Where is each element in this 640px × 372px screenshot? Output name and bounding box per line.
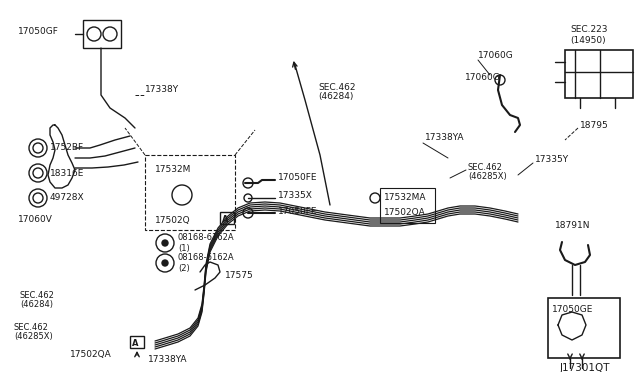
Text: A: A — [222, 215, 228, 224]
Circle shape — [162, 260, 168, 266]
Text: 17050GF: 17050GF — [18, 28, 59, 36]
Text: SEC.462: SEC.462 — [468, 164, 503, 173]
Text: 08168-6162A: 08168-6162A — [178, 234, 235, 243]
Text: 17502QA: 17502QA — [384, 208, 426, 218]
Text: 17338YA: 17338YA — [148, 356, 188, 365]
Text: 08168-6162A: 08168-6162A — [178, 253, 235, 263]
Bar — [83, 20, 121, 48]
Text: 17335X: 17335X — [278, 192, 313, 201]
Bar — [548, 298, 620, 358]
Bar — [565, 50, 633, 98]
Text: 1752BF: 1752BF — [50, 144, 84, 153]
Text: 17532MA: 17532MA — [384, 193, 426, 202]
Text: (46285X): (46285X) — [468, 173, 507, 182]
Bar — [145, 155, 235, 230]
Text: 49728X: 49728X — [50, 193, 84, 202]
Text: (46284): (46284) — [318, 93, 353, 102]
Text: 17050GE: 17050GE — [552, 305, 593, 314]
Text: SEC.462: SEC.462 — [20, 291, 55, 299]
Text: (1): (1) — [178, 244, 189, 253]
Text: 17050FE: 17050FE — [278, 173, 317, 183]
Text: SEC.462: SEC.462 — [14, 324, 49, 333]
Text: (2): (2) — [178, 263, 189, 273]
Text: SEC.223: SEC.223 — [570, 26, 607, 35]
Text: SEC.462: SEC.462 — [318, 83, 355, 93]
Text: J17301QT: J17301QT — [560, 363, 611, 372]
Text: 17575: 17575 — [225, 270, 253, 279]
Text: 17338YA: 17338YA — [425, 134, 465, 142]
Text: 17060G: 17060G — [478, 51, 514, 60]
Text: 17060V: 17060V — [18, 215, 53, 224]
Text: 17532M: 17532M — [155, 166, 191, 174]
Text: 18795: 18795 — [580, 121, 609, 129]
Text: 18316E: 18316E — [50, 169, 84, 177]
Text: (14950): (14950) — [570, 35, 605, 45]
Text: 17502Q: 17502Q — [155, 215, 191, 224]
Text: 17060G: 17060G — [465, 74, 500, 83]
Text: 17050FE: 17050FE — [278, 206, 317, 215]
Circle shape — [162, 240, 168, 246]
Text: (46285X): (46285X) — [14, 333, 52, 341]
Bar — [130, 336, 144, 348]
Text: 17335Y: 17335Y — [535, 155, 569, 164]
Text: (46284): (46284) — [20, 299, 53, 308]
Text: A: A — [132, 339, 138, 347]
Bar — [380, 188, 435, 223]
Text: 17502QA: 17502QA — [70, 350, 112, 359]
Text: 17338Y: 17338Y — [145, 86, 179, 94]
Text: 18791N: 18791N — [555, 221, 591, 230]
Bar — [220, 212, 234, 224]
